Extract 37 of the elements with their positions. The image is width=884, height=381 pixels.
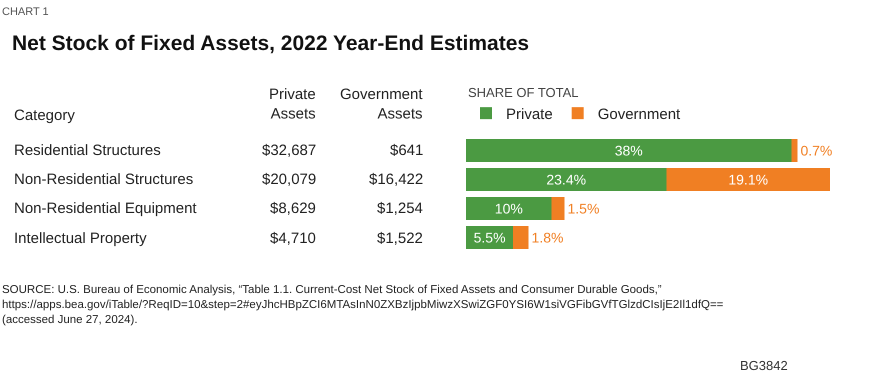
data-label: 0.7% [800,142,832,158]
text: CHART 1 [2,6,49,18]
category-label: Non-Residential Equipment [14,200,197,217]
bar [791,139,798,162]
data-label: 1.5% [567,200,600,216]
category-label: Intellectual Property [14,230,147,247]
bar [666,168,830,191]
text: $16,422 [369,171,424,188]
legend-label: Private [506,106,553,123]
bar [466,197,552,220]
source-note: SOURCE: U.S. Bureau of Economic Analysis, “Table 1.1. Current-Cost Net Stock of Fixed Assets and Consumer Durable Goods,” https://apps.bea.gov/iTable/?ReqID=10&step=2#eyJhcHBpZCI6MTAsInN0ZXBzIjpbMiwzXSwiZGF0YSI6W1siVGFibGVfTGlzdCIsIjE2Il1dfQ== (accessed June 27, 2024). [2,284,724,326]
text: $8,629 [270,200,316,217]
text: Net Stock of Fixed Assets, 2022 Year-End Estimates [12,32,530,55]
text: $1,254 [377,200,423,217]
text: BG3842 [740,358,788,373]
bar [466,139,792,162]
category-label: Non-Residential Structures [14,171,194,188]
text: $641 [390,142,424,159]
data-label: 19.1% [728,172,768,188]
data-label: 10% [494,200,523,216]
data-label: 5.5% [474,230,506,246]
bar [466,168,666,191]
text: $32,687 [262,142,316,159]
text: Category [14,107,76,124]
data-label: 38% [614,142,643,158]
data-label: 23.4% [546,172,586,188]
text: $1,522 [377,230,423,247]
bar [513,226,529,249]
legend-title: SHARE OF TOTAL [468,84,579,100]
data-label: 1.8% [532,230,564,246]
legend-label: Government [598,106,682,123]
text: $20,079 [262,171,316,188]
category-label: Residential Structures [14,142,161,159]
category-label: Government Assets [340,86,424,122]
text: $4,710 [270,230,316,247]
category-label: Private Assets [269,86,316,122]
bar [552,197,564,220]
